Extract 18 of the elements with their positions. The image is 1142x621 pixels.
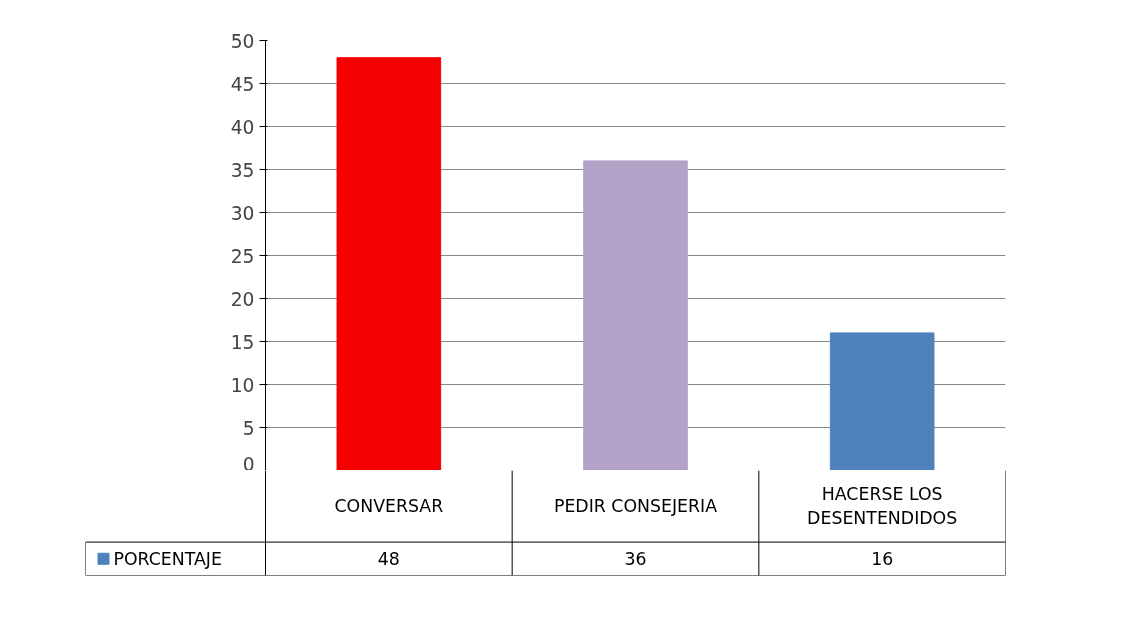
y-tick-label: 50 — [230, 30, 255, 52]
x-tick-label: CONVERSAR — [334, 496, 444, 517]
data-label: 36 — [624, 549, 647, 570]
y-tick-label: 5 — [242, 417, 255, 439]
x-tick-label: PEDIR CONSEJERIA — [553, 496, 718, 517]
y-tick-label: 15 — [230, 331, 255, 353]
data-label: 16 — [871, 549, 894, 570]
y-tick-label: 25 — [230, 245, 255, 267]
y-tick-label: 35 — [230, 159, 255, 181]
y-tick-label: 45 — [230, 73, 255, 95]
x-tick-label: HACERSE LOS DESENTENDIDOS — [807, 484, 958, 529]
y-tick-label: 30 — [230, 202, 255, 224]
data-label: 48 — [377, 549, 400, 570]
y-tick-label: 40 — [230, 116, 255, 138]
y-tick-label: 10 — [230, 374, 255, 396]
y-tick-label: 20 — [230, 288, 255, 310]
legend-label: PORCENTAJE — [113, 548, 222, 569]
y-tick-label: 0 — [242, 453, 255, 475]
